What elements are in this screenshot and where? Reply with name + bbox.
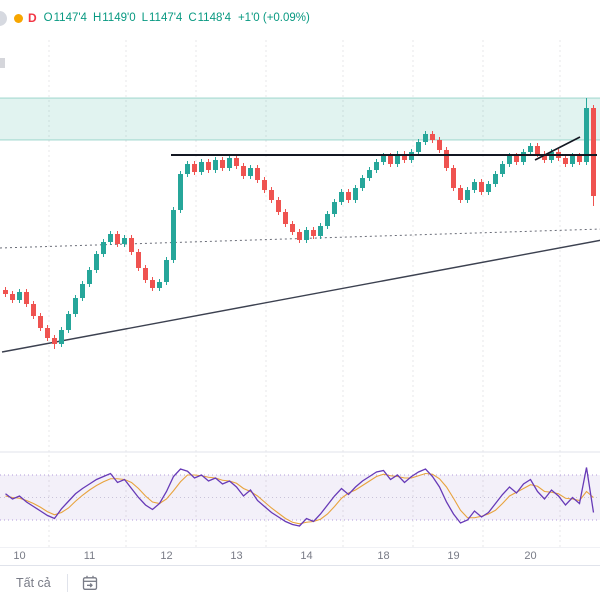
price-chart-canvas[interactable] (0, 0, 600, 548)
time-axis-label: 19 (447, 550, 460, 562)
toolbar-divider (66, 574, 68, 592)
time-axis[interactable]: 10 11 12 13 14 18 19 20 (0, 548, 600, 565)
time-axis-label: 18 (377, 550, 390, 562)
date-range-all-button[interactable]: Tất cả (8, 572, 59, 594)
clipped-symbol-logo-icon (0, 10, 7, 26)
time-axis-label: 11 (83, 550, 96, 562)
open-value: 1147'4 (53, 12, 87, 24)
bottom-toolbar: Tất cả (0, 565, 600, 600)
high-value: 1149'0 (102, 12, 136, 24)
clipped-indicator-legend (0, 58, 5, 68)
change-value: +1'0 (+0.09%) (237, 12, 310, 24)
time-axis-label: 12 (160, 550, 173, 562)
time-axis-label: 13 (230, 550, 243, 562)
close-label: C (188, 12, 197, 24)
low-value: 1147'4 (149, 12, 183, 24)
chart-legend: D O 1147'4 H 1149'0 L 1147'4 C 1148'4 +1'0 (… (0, 10, 310, 26)
close-value: 1148'4 (197, 12, 231, 24)
open-label: O (43, 12, 53, 24)
timeframe-label[interactable]: D (28, 11, 37, 25)
ohlc-readout: O 1147'4 H 1149'0 L 1147'4 C 1148'4 +1'0 (+0… (44, 12, 310, 24)
calendar-icon (82, 575, 97, 590)
time-axis-label: 10 (13, 550, 26, 562)
go-to-date-button[interactable] (76, 571, 104, 595)
low-label: L (141, 12, 148, 24)
time-axis-label: 14 (300, 550, 313, 562)
series-marker-dot-icon (14, 13, 23, 23)
high-label: H (92, 12, 102, 24)
time-axis-label: 20 (524, 550, 537, 562)
